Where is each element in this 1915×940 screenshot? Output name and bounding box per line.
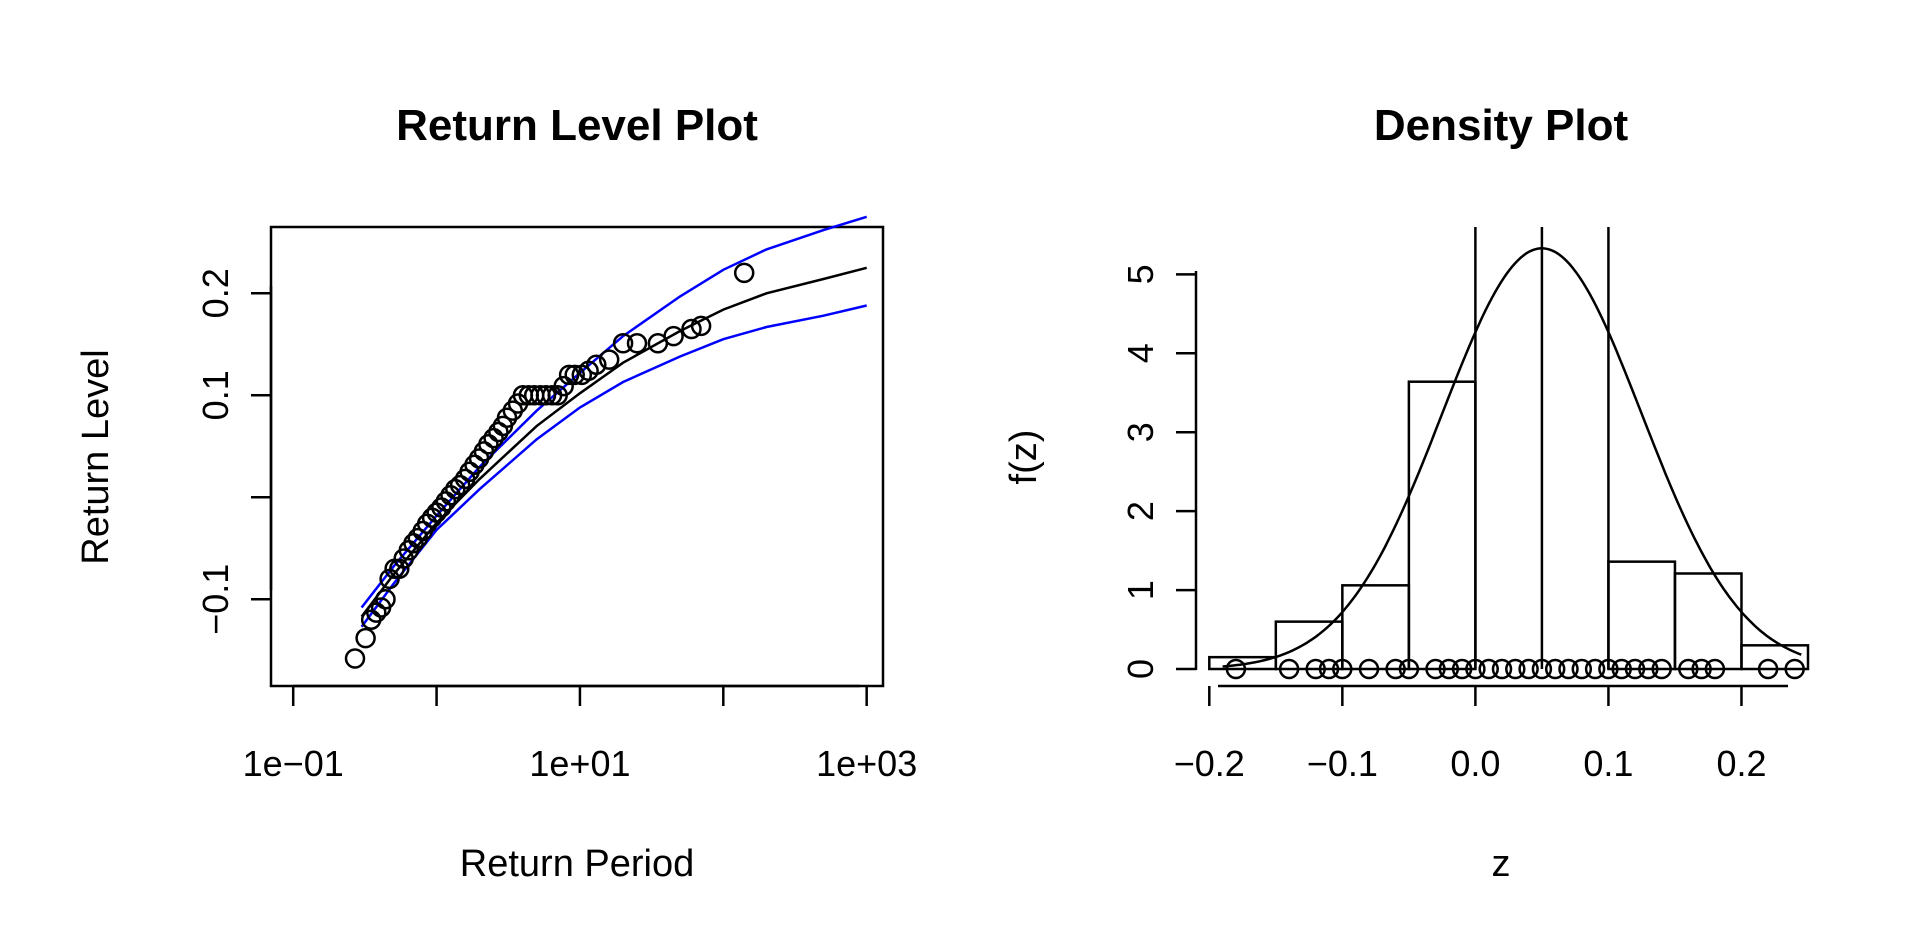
rug-point <box>1638 658 1659 680</box>
density-x-label: z <box>1492 843 1511 885</box>
density-y-label: f(z) <box>1003 430 1045 485</box>
data-point <box>389 558 410 579</box>
return-level-points <box>344 262 755 669</box>
data-point <box>355 627 376 649</box>
histogram-bar <box>1407 380 1477 671</box>
data-point <box>612 333 634 354</box>
return-level-title: Return Level Plot <box>396 101 758 150</box>
rug-point <box>1278 658 1300 680</box>
density-x-axis: −0.2 −0.1 0.0 0.1 0.2 <box>1174 684 1788 784</box>
data-point <box>663 325 684 347</box>
rug-point <box>1584 658 1606 680</box>
x-tick-label: 0.0 <box>1450 743 1500 784</box>
rug-point <box>1571 658 1593 680</box>
rug-point <box>1691 658 1712 680</box>
y-tick-label: 0 <box>1120 659 1161 679</box>
rug-point <box>1225 658 1247 680</box>
rug-point <box>1784 658 1805 680</box>
y-tick-label: 4 <box>1120 343 1161 363</box>
rug-point <box>1518 658 1539 680</box>
y-tick-label: 3 <box>1120 422 1161 442</box>
histogram-bar <box>1607 560 1677 671</box>
rug-point <box>1624 658 1646 680</box>
confidence-line <box>360 304 867 628</box>
y-tick-label: −0.1 <box>195 564 236 635</box>
x-tick-label: 0.2 <box>1716 743 1766 784</box>
density-y-axis: 0 1 2 3 4 5 <box>1120 264 1198 679</box>
data-point <box>535 385 557 406</box>
data-point <box>558 364 580 386</box>
density-rug-points <box>1225 658 1805 680</box>
rug-point <box>1505 658 1526 680</box>
y-tick-label: 1 <box>1120 580 1161 600</box>
data-point <box>344 648 366 669</box>
rug-point <box>1358 658 1380 680</box>
return-level-x-axis: 1e−01 1e+01 1e+03 <box>243 684 917 784</box>
rug-point <box>1651 658 1672 680</box>
rug-point <box>1438 658 1460 680</box>
rug-point <box>1478 658 1499 680</box>
estimate-line <box>360 266 868 618</box>
rug-point <box>1465 658 1486 680</box>
y-tick-label: 5 <box>1120 264 1161 284</box>
rug-point <box>1425 658 1446 680</box>
rug-point <box>1332 658 1353 680</box>
x-tick-label: 1e+01 <box>529 743 630 784</box>
data-point <box>464 454 485 475</box>
rug-point <box>1305 658 1326 680</box>
rug-point <box>1318 658 1340 680</box>
data-point <box>690 315 712 337</box>
rug-point <box>1611 658 1632 680</box>
data-point <box>586 354 607 375</box>
rug-point <box>1558 658 1579 680</box>
data-point <box>681 318 702 340</box>
confidence-line <box>360 215 868 609</box>
y-tick-label: 2 <box>1120 501 1161 521</box>
density-vertical-lines <box>1474 227 1610 669</box>
histogram-bar <box>1740 644 1810 671</box>
y-tick-label: 0.2 <box>195 268 236 318</box>
x-tick-label: −0.2 <box>1174 743 1245 784</box>
data-point <box>449 474 471 496</box>
data-point <box>478 434 499 455</box>
rug-point <box>1544 658 1566 680</box>
y-tick-label: 0.1 <box>195 370 236 420</box>
data-point <box>426 502 447 523</box>
return-level-lines <box>360 215 868 628</box>
rug-point <box>1491 658 1513 680</box>
density-title: Density Plot <box>1374 101 1629 150</box>
data-point <box>435 491 457 512</box>
return-level-y-label: Return Level <box>75 349 117 564</box>
x-tick-label: 0.1 <box>1583 743 1633 784</box>
x-tick-label: 1e+03 <box>816 743 917 784</box>
density-histogram-bars <box>1208 380 1810 671</box>
data-point <box>553 375 574 397</box>
x-tick-label: −0.1 <box>1307 743 1378 784</box>
rug-point <box>1451 658 1473 680</box>
return-level-y-axis: −0.1 0.1 0.2 <box>195 268 273 635</box>
rug-point <box>1385 658 1406 680</box>
histogram-bar <box>1673 572 1743 671</box>
return-level-panel: Return Level Plot 1e−01 1e+01 1e+03 −0.1 0.… <box>75 101 917 885</box>
density-curve <box>1222 247 1802 668</box>
rug-point <box>1398 658 1420 680</box>
data-point <box>626 333 648 354</box>
rug-point <box>1704 658 1726 680</box>
return-level-x-label: Return Period <box>460 843 694 885</box>
data-point <box>375 589 396 610</box>
rug-point <box>1757 658 1779 680</box>
data-point <box>564 364 585 386</box>
rug-point <box>1598 658 1619 680</box>
x-tick-label: 1e−01 <box>243 743 344 784</box>
data-point <box>733 262 755 284</box>
rug-point <box>1531 658 1553 680</box>
rug-point <box>1678 658 1699 680</box>
data-point <box>598 349 620 370</box>
